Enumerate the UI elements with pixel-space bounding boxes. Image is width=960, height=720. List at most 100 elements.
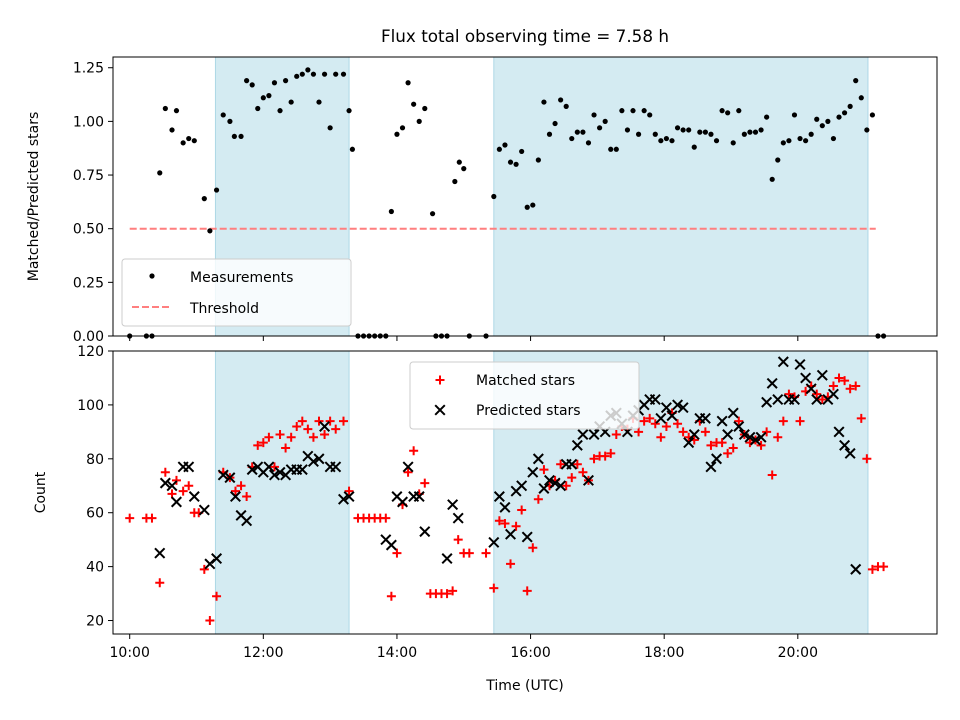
matched-star-point xyxy=(817,395,827,405)
axes-frame xyxy=(112,56,938,337)
matched-star-point xyxy=(673,419,683,429)
predicted-star-point xyxy=(211,553,223,565)
matched-star-point xyxy=(784,389,794,399)
matched-star-point xyxy=(275,430,285,440)
predicted-star-point xyxy=(672,399,684,411)
matched-star-point xyxy=(812,389,822,399)
measurement-point xyxy=(825,118,831,124)
measurement-point xyxy=(702,129,708,135)
measurement-point xyxy=(580,129,586,135)
predicted-star-point xyxy=(229,491,241,503)
measurement-point xyxy=(697,129,703,135)
measurement-point xyxy=(502,142,508,148)
matched-star-point xyxy=(258,438,268,448)
matched-star-point xyxy=(650,419,660,429)
predicted-star-point xyxy=(766,377,778,389)
matched-star-point xyxy=(561,481,571,491)
y-axis-label: Matched/Predicted stars xyxy=(26,112,42,282)
predicted-star-point xyxy=(532,453,544,465)
matched-star-point xyxy=(292,421,302,431)
measurement-point xyxy=(791,112,798,118)
predicted-star-point xyxy=(413,491,425,503)
measurement-point xyxy=(180,140,186,146)
measurement-point xyxy=(535,157,541,163)
matched-star-point xyxy=(381,513,391,523)
y-tick-label: 0.50 xyxy=(73,222,104,238)
measurement-point xyxy=(713,138,720,144)
predicted-star-point xyxy=(313,453,325,465)
measurement-point xyxy=(394,131,400,137)
x-tick-label: 20:00 xyxy=(778,645,818,661)
x-tick-label: 18:00 xyxy=(644,645,684,661)
matched-star-point xyxy=(528,543,538,553)
measurement-point xyxy=(780,140,786,146)
measurement-point xyxy=(416,118,422,124)
measurement-point xyxy=(213,187,220,193)
predicted-star-point xyxy=(402,461,414,473)
predicted-star-point xyxy=(337,493,350,505)
predicted-star-point xyxy=(666,410,678,422)
predicted-star-point xyxy=(419,526,431,538)
matched-star-point xyxy=(147,513,157,523)
y-tick-label: 40 xyxy=(86,560,104,576)
predicted-star-point xyxy=(505,528,517,540)
predicted-star-point xyxy=(722,429,734,441)
measurement-point xyxy=(207,228,213,234)
matched-star-point xyxy=(773,432,783,442)
measurement-point xyxy=(591,112,597,118)
matched-star-point xyxy=(756,440,766,450)
matched-star-point xyxy=(634,427,644,437)
matched-star-point xyxy=(269,462,279,472)
predicted-star-point xyxy=(588,429,600,441)
predicted-star-point xyxy=(159,477,171,489)
y-axis-label: Count xyxy=(33,471,49,513)
measurement-point xyxy=(496,146,502,152)
matched-star-point xyxy=(589,454,599,464)
matched-star-point xyxy=(155,578,165,588)
measurement-point xyxy=(321,71,328,77)
measurement-point xyxy=(422,105,428,112)
matched-star-point xyxy=(661,421,671,431)
predicted-star-point xyxy=(794,358,806,370)
measurement-point xyxy=(271,80,278,86)
matched-star-point xyxy=(212,591,222,601)
measurement-point xyxy=(541,99,547,105)
chart-title: Flux total observing time = 7.58 h xyxy=(381,26,669,46)
measurement-point xyxy=(405,80,411,86)
measurement-point xyxy=(830,135,837,142)
predicted-star-point xyxy=(755,431,767,443)
matched-star-point xyxy=(845,384,855,394)
predicted-star-point xyxy=(521,531,533,543)
predicted-star-point xyxy=(154,547,166,559)
matched-star-point xyxy=(125,513,135,523)
y-tick-label: 0.00 xyxy=(73,329,104,345)
matched-star-point xyxy=(494,516,504,526)
matched-star-point xyxy=(728,443,738,453)
legend-label: Measurements xyxy=(190,270,293,286)
predicted-star-point xyxy=(688,429,700,441)
predicted-star-point xyxy=(677,402,689,414)
measurement-point xyxy=(775,157,781,163)
matched-star-point xyxy=(264,432,274,442)
measurement-point xyxy=(316,99,322,105)
matched-star-point xyxy=(778,416,788,426)
measurement-point xyxy=(524,204,530,210)
measurement-point xyxy=(201,196,207,202)
measurement-point xyxy=(327,125,333,131)
measurement-point xyxy=(686,127,692,133)
measurement-point xyxy=(249,82,255,88)
measurement-point xyxy=(186,135,192,142)
measurement-point xyxy=(220,112,226,118)
matched-star-point xyxy=(331,424,341,434)
measurement-point xyxy=(619,108,625,114)
matched-star-point xyxy=(308,432,318,442)
predicted-star-point xyxy=(198,504,210,516)
matched-star-point xyxy=(539,465,549,475)
measurement-point xyxy=(333,71,339,77)
matched-star-point xyxy=(767,470,777,480)
measurement-point xyxy=(244,78,250,84)
matched-star-point xyxy=(448,586,458,596)
matched-star-point xyxy=(795,416,805,426)
matched-star-point xyxy=(205,616,215,626)
axes-frame xyxy=(112,350,938,635)
